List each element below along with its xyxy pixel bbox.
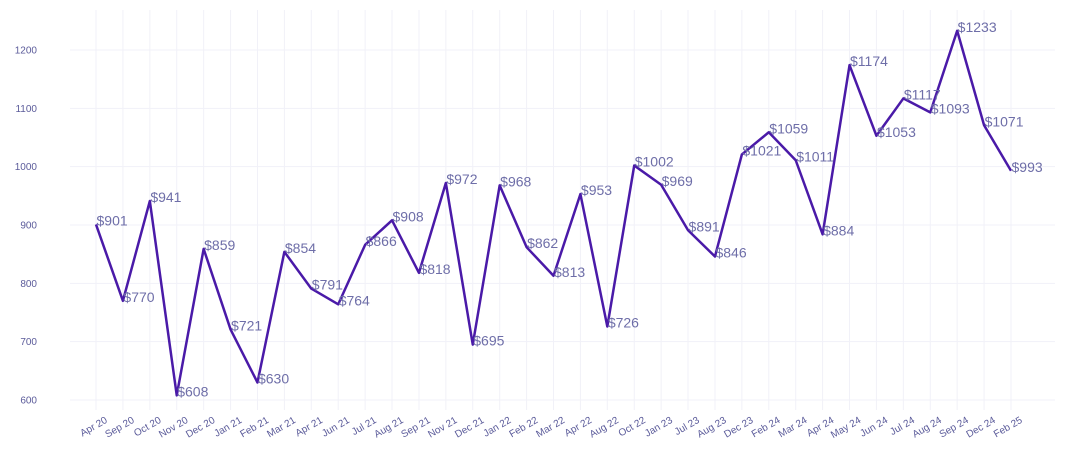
- data-label: $1093: [931, 100, 970, 116]
- x-tick-label: Aug 21: [373, 415, 406, 441]
- data-label: $770: [123, 289, 154, 305]
- x-tick-label: Feb 21: [239, 415, 272, 440]
- x-tick-label: Jan 23: [643, 415, 675, 440]
- x-tick-label: Sep 24: [938, 415, 971, 441]
- x-tick-label: Mar 24: [777, 415, 810, 440]
- y-tick-label: 800: [20, 279, 37, 290]
- y-tick-label: 700: [20, 337, 37, 348]
- data-label: $972: [446, 171, 477, 187]
- data-label: $1053: [877, 124, 916, 140]
- series-line: [94, 29, 1013, 397]
- y-tick-label: 1100: [15, 104, 37, 115]
- x-tick-label: Jun 24: [858, 415, 890, 440]
- x-tick-label: Feb 22: [508, 415, 541, 440]
- data-label: $862: [527, 235, 558, 251]
- x-tick-label: Aug 22: [588, 415, 621, 441]
- data-label: $813: [554, 264, 585, 280]
- data-label: $866: [366, 233, 397, 249]
- data-label: $1011: [796, 148, 834, 164]
- data-label: $993: [1012, 159, 1043, 175]
- data-label: $764: [339, 292, 370, 308]
- data-label: $726: [608, 315, 639, 331]
- y-tick-label: 600: [20, 396, 37, 407]
- data-label: $1021: [742, 142, 781, 158]
- x-tick-label: Dec 21: [453, 415, 486, 441]
- y-tick-label: 1000: [15, 162, 38, 173]
- y-gridlines: [70, 49, 1055, 401]
- data-label: $1233: [958, 19, 997, 35]
- x-tick-label: May 24: [829, 415, 863, 441]
- x-tick-label: Jan 21: [213, 415, 245, 440]
- data-label: $846: [715, 245, 746, 261]
- data-labels: $901 $770 $941 $608 $859 $721 $630 $854 $791$764…: [97, 19, 1043, 400]
- data-label: $859: [204, 237, 235, 253]
- data-label: $1059: [769, 120, 808, 136]
- data-label: $968: [500, 173, 531, 189]
- data-label: $969: [662, 173, 693, 189]
- x-tick-label: Mar 22: [535, 415, 568, 440]
- x-tick-label: Aug 24: [911, 415, 944, 441]
- x-gridlines: [95, 10, 1012, 410]
- x-tick-label: Dec 24: [965, 415, 998, 441]
- data-label: $791: [312, 277, 343, 293]
- x-tick-label: Dec 23: [722, 415, 755, 441]
- y-axis-ticks: 600 700 800 900 1000 1100 1200: [15, 46, 38, 407]
- data-label: $901: [97, 212, 128, 228]
- x-tick-label: Apr 21: [294, 415, 325, 439]
- x-tick-label: Aug 23: [696, 415, 729, 441]
- y-tick-label: 1200: [15, 46, 38, 57]
- x-tick-label: Oct 22: [617, 415, 648, 439]
- x-tick-label: Feb 25: [992, 415, 1025, 440]
- data-label: $1117: [904, 86, 941, 102]
- y-tick-label: 900: [20, 221, 37, 232]
- x-tick-label: Feb 24: [750, 415, 783, 440]
- x-tick-label: Sep 20: [103, 415, 136, 441]
- x-tick-label: Jun 21: [320, 415, 352, 440]
- data-label: $630: [258, 371, 289, 387]
- data-label: $818: [419, 261, 450, 277]
- x-tick-label: Sep 21: [399, 415, 432, 441]
- data-label: $1174: [850, 53, 888, 69]
- data-label: $884: [823, 222, 854, 238]
- data-label: $953: [581, 182, 612, 198]
- x-tick-label: Dec 20: [184, 415, 217, 441]
- data-label: $1071: [985, 113, 1024, 129]
- x-tick-label: Nov 21: [426, 415, 459, 441]
- data-label: $721: [231, 317, 262, 333]
- x-tick-label: Nov 20: [157, 415, 190, 441]
- data-label: $891: [689, 218, 720, 234]
- data-label: $608: [177, 383, 208, 399]
- data-label: $908: [393, 208, 424, 224]
- data-label: $941: [150, 189, 181, 205]
- data-label: $1002: [635, 154, 674, 170]
- x-tick-label: Mar 21: [265, 415, 298, 440]
- x-tick-label: Jan 22: [482, 415, 514, 440]
- data-label: $695: [473, 333, 504, 349]
- data-label: $854: [285, 240, 316, 256]
